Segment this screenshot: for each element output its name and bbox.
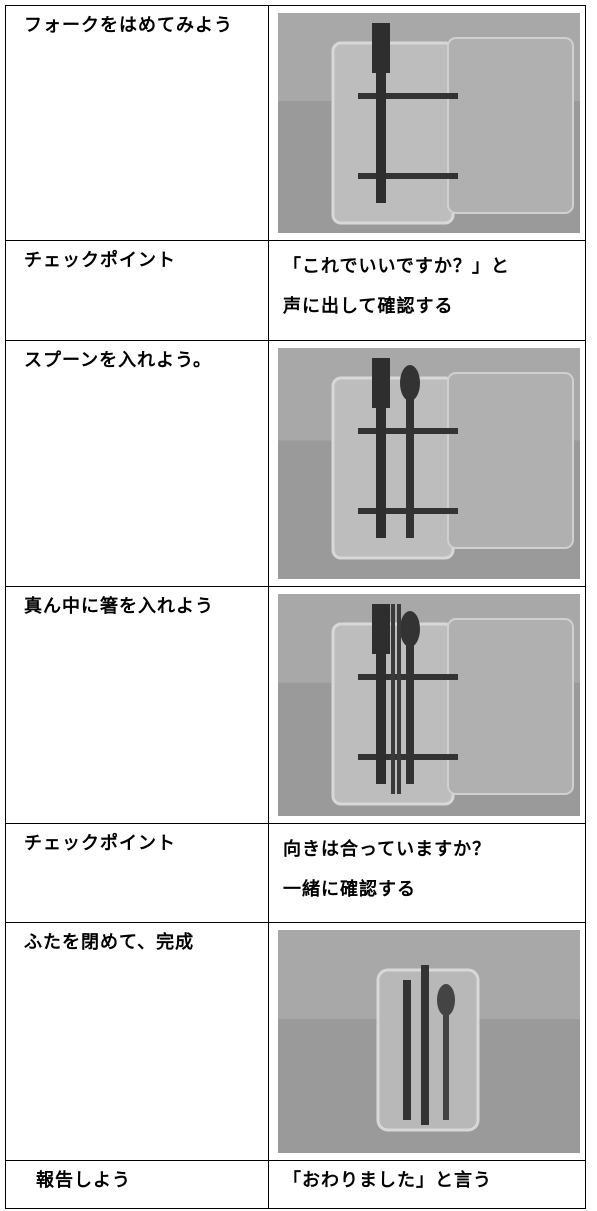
note-line: 「おわりました」と言う bbox=[283, 1170, 492, 1191]
row-label: チェックポイント bbox=[24, 250, 176, 271]
note-cell: 「おわりました」と言う bbox=[268, 1160, 586, 1209]
row-label: スプーンを入れよう。 bbox=[24, 350, 213, 371]
label-cell: スプーンを入れよう。 bbox=[5, 340, 269, 587]
note-cell: 「これでいいですか？」と 声に出して確認する bbox=[268, 240, 586, 341]
row-label: チェックポイント bbox=[24, 833, 176, 854]
label-cell: ふたを閉めて、完成 bbox=[5, 922, 269, 1161]
note-cell: 向きは合っていますか？ 一緒に確認する bbox=[268, 823, 586, 923]
note-line: 一緒に確認する bbox=[283, 879, 416, 900]
note-line: 声に出して確認する bbox=[283, 296, 454, 317]
photo bbox=[278, 594, 580, 816]
label-cell: フォークをはめてみよう bbox=[5, 5, 269, 241]
label-cell: チェックポイント bbox=[5, 823, 269, 923]
row-label: 真ん中に箸を入れよう bbox=[24, 596, 214, 617]
row-label: 報告しよう bbox=[36, 1170, 131, 1191]
row-label: フォークをはめてみよう bbox=[24, 15, 233, 36]
photo bbox=[278, 930, 580, 1153]
photo bbox=[278, 348, 580, 579]
row-label: ふたを閉めて、完成 bbox=[24, 932, 195, 953]
note-line: 「これでいいですか？」と bbox=[283, 256, 510, 277]
label-cell: 報告しよう bbox=[5, 1160, 269, 1209]
label-cell: チェックポイント bbox=[5, 240, 269, 341]
photo bbox=[278, 13, 580, 233]
label-cell: 真ん中に箸を入れよう bbox=[5, 586, 269, 824]
note-line: 向きは合っていますか？ bbox=[283, 839, 492, 860]
